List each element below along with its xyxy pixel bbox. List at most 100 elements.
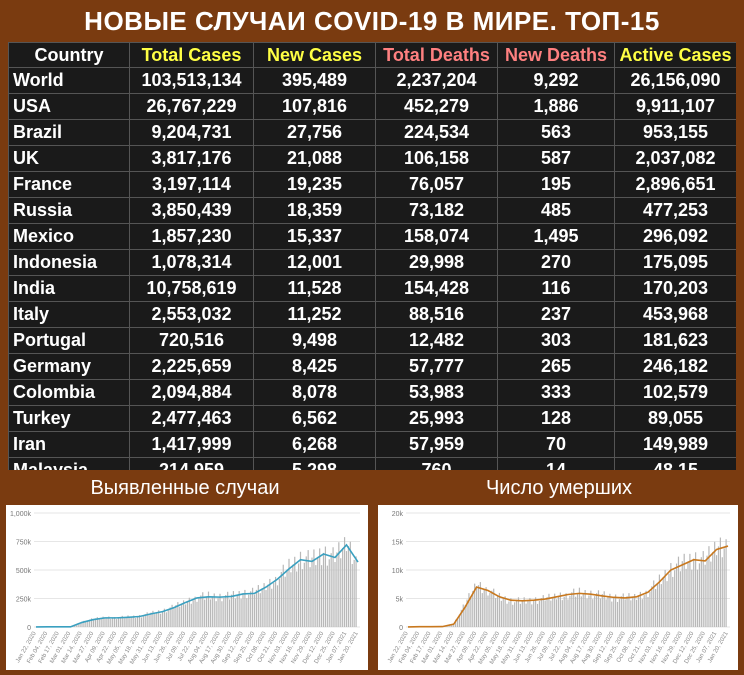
- bar: [96, 617, 98, 627]
- table-row: Mexico 1,857,230 15,337 158,074 1,495 296,092: [8, 223, 736, 250]
- bar: [575, 596, 577, 627]
- bar: [269, 578, 271, 627]
- country-cell: Portugal: [8, 327, 130, 354]
- bar: [301, 569, 304, 627]
- bar: [267, 584, 269, 627]
- country-cell: Iran: [8, 431, 130, 458]
- bar: [533, 600, 535, 627]
- table-row: Russia 3,850,439 18,359 73,182 485 477,253: [8, 197, 736, 224]
- bar: [540, 598, 542, 627]
- bar: [561, 600, 563, 627]
- new-cases-cell: 107,816: [253, 93, 376, 120]
- bar: [643, 595, 645, 627]
- new-cases-cell: 27,756: [253, 119, 376, 146]
- bar: [284, 576, 286, 627]
- bar: [544, 600, 546, 627]
- bar: [112, 618, 114, 627]
- country-cell: Malaysia: [8, 457, 130, 470]
- bar: [594, 596, 596, 627]
- bar: [489, 592, 491, 627]
- total-deaths-cell: 760: [375, 457, 498, 470]
- bar: [225, 594, 227, 627]
- trend-line: [407, 545, 729, 628]
- table-row: Portugal 720,516 9,498 12,482 303 181,623: [8, 327, 736, 354]
- bar: [563, 596, 565, 627]
- bar: [313, 549, 315, 627]
- bar: [108, 616, 110, 627]
- bar: [645, 590, 647, 627]
- bar: [207, 591, 210, 627]
- bar: [573, 588, 575, 627]
- table-row: Brazil 9,204,731 27,756 224,534 563 953,155: [8, 119, 736, 146]
- active-cases-cell: 296,092: [614, 223, 736, 250]
- active-cases-cell: 170,203: [614, 275, 736, 302]
- bar: [460, 609, 462, 627]
- bar: [317, 556, 319, 627]
- bar: [474, 583, 476, 627]
- column-header-total-cases: Total Cases: [129, 42, 254, 68]
- bar: [159, 613, 162, 627]
- bar: [257, 585, 259, 627]
- y-tick-label: 15k: [392, 540, 404, 547]
- bar: [326, 565, 328, 627]
- table-row: World 103,513,134 395,489 2,237,204 9,292 26,…: [8, 67, 736, 94]
- covid-table: Country Total Cases New Cases Total Deaths N…: [8, 42, 736, 470]
- bar: [238, 591, 240, 627]
- bar: [538, 601, 541, 627]
- bar: [79, 623, 81, 627]
- bar: [119, 616, 121, 627]
- bar: [613, 597, 615, 627]
- bar: [181, 603, 183, 627]
- bar: [253, 594, 256, 627]
- bar: [725, 539, 727, 627]
- bar: [624, 599, 626, 627]
- bar: [315, 565, 317, 627]
- bar: [666, 581, 668, 627]
- new-deaths-cell: 1,495: [497, 223, 615, 250]
- bar: [85, 621, 87, 627]
- new-deaths-cell: 563: [497, 119, 615, 146]
- bar: [565, 593, 567, 627]
- bar: [236, 594, 238, 627]
- country-cell: USA: [8, 93, 130, 120]
- bar: [674, 570, 676, 627]
- new-cases-cell: 6,562: [253, 405, 376, 432]
- bar: [616, 601, 619, 627]
- bar: [580, 596, 582, 627]
- bar: [150, 612, 152, 627]
- bar: [552, 597, 554, 627]
- bar: [491, 590, 493, 627]
- bar: [519, 603, 521, 627]
- bar: [468, 593, 470, 627]
- total-deaths-cell: 2,237,204: [375, 67, 498, 94]
- bar: [634, 593, 636, 627]
- new-cases-cell: 19,235: [253, 171, 376, 198]
- bar: [349, 541, 351, 627]
- bar: [94, 618, 97, 627]
- bar: [466, 599, 468, 627]
- total-deaths-cell: 88,516: [375, 301, 498, 328]
- bar: [92, 619, 95, 627]
- active-cases-cell: 246,182: [614, 353, 736, 380]
- bar: [320, 565, 323, 627]
- new-deaths-cell: 14: [497, 457, 615, 470]
- bar: [698, 563, 701, 627]
- bar: [496, 596, 499, 627]
- table-row: Germany 2,225,659 8,425 57,777 265 246,182: [8, 353, 736, 380]
- bar: [133, 615, 135, 627]
- active-cases-cell: 26,156,090: [614, 67, 736, 94]
- bar: [660, 584, 662, 627]
- table-row: USA 26,767,229 107,816 452,279 1,886 9,911,10…: [8, 93, 736, 120]
- new-cases-cell: 8,078: [253, 379, 376, 406]
- bar: [228, 599, 231, 627]
- country-cell: Brazil: [8, 119, 130, 146]
- total-deaths-cell: 12,482: [375, 327, 498, 354]
- bar: [529, 597, 531, 627]
- bar: [255, 589, 258, 627]
- bar: [679, 571, 681, 627]
- bar: [477, 585, 480, 627]
- total-deaths-cell: 57,959: [375, 431, 498, 458]
- table-row: Malaysia 214,959 5,298 760 14 48,15: [8, 457, 736, 470]
- bar: [567, 599, 569, 627]
